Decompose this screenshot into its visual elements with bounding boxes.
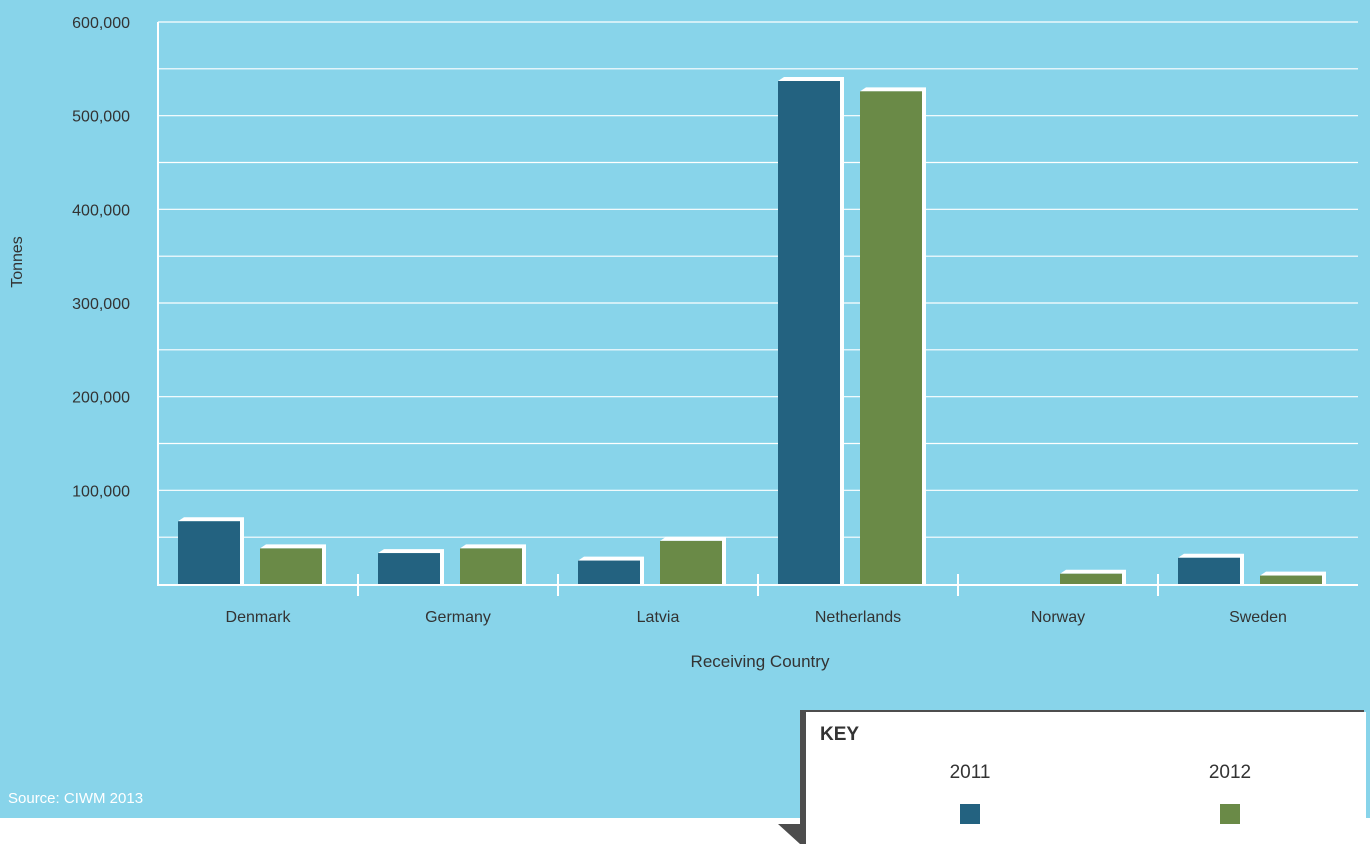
- legend-box: KEY 2011 2012: [806, 712, 1366, 844]
- x-tick-label: Netherlands: [815, 609, 901, 626]
- bar-denmark-2011: [178, 521, 240, 584]
- bar-sweden-2011: [1178, 557, 1240, 584]
- chart-panel: [0, 0, 1370, 818]
- x-axis-title: Receiving Country: [691, 652, 830, 671]
- bar-chart: 100,000 200,000 300,000 400,000 500,000 600,0…: [9, 15, 1358, 671]
- bar-edge-latvia-2011: [578, 556, 644, 584]
- y-tick-label: 100,000: [72, 483, 130, 500]
- y-tick-label: 600,000: [72, 15, 130, 32]
- bar-denmark-2012: [260, 548, 322, 584]
- y-tick-label: 500,000: [72, 109, 130, 126]
- legend-swatch-2011: [960, 804, 980, 824]
- bar-edge-sweden-2011: [1178, 553, 1244, 584]
- bar-latvia-2012: [660, 540, 722, 584]
- y-tick-label: 300,000: [72, 296, 130, 313]
- bar-netherlands-2011: [778, 81, 840, 584]
- bar-edge-denmark-2012: [260, 544, 326, 584]
- x-tick-label: Sweden: [1229, 609, 1287, 626]
- bar-latvia-2011: [578, 560, 640, 584]
- bar-sweden-2012: [1260, 575, 1322, 584]
- legend-swatch-2012: [1220, 804, 1240, 824]
- source-note: Source: CIWM 2013: [8, 790, 144, 807]
- y-axis-title: Tonnes: [9, 236, 26, 288]
- legend-label-2012: 2012: [1208, 762, 1252, 783]
- bar-germany-2012: [460, 548, 522, 584]
- y-tick-label: 200,000: [72, 390, 130, 407]
- bar-germany-2011: [378, 553, 440, 584]
- bar-edge-sweden-2012: [1260, 571, 1326, 584]
- y-tick-label: 400,000: [72, 202, 130, 219]
- x-tick-label: Germany: [425, 609, 491, 626]
- bar-norway-2012: [1060, 573, 1122, 584]
- bar-netherlands-2012: [860, 91, 922, 585]
- bar-edge-germany-2012: [460, 544, 526, 584]
- bar-edge-germany-2011: [378, 549, 444, 584]
- legend-title: KEY: [820, 724, 860, 745]
- legend-label-2011: 2011: [949, 762, 991, 783]
- x-tick-label: Latvia: [637, 609, 680, 626]
- x-tick-label: Denmark: [226, 609, 292, 626]
- bar-edge-norway-2012: [1060, 569, 1126, 584]
- x-tick-label: Norway: [1031, 609, 1085, 626]
